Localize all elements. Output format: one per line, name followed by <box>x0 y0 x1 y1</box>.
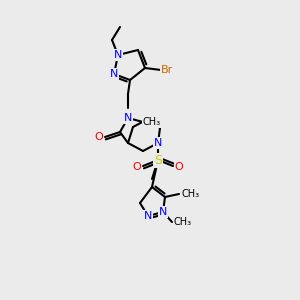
Text: O: O <box>175 162 183 172</box>
Text: O: O <box>94 132 103 142</box>
Text: Br: Br <box>161 65 173 75</box>
Text: O: O <box>133 162 141 172</box>
Text: CH₃: CH₃ <box>181 189 199 199</box>
Text: N: N <box>159 207 167 217</box>
Text: CH₃: CH₃ <box>143 117 161 127</box>
Text: CH₃: CH₃ <box>174 217 192 227</box>
Text: N: N <box>114 50 122 60</box>
Text: N: N <box>154 138 162 148</box>
Text: N: N <box>144 211 152 221</box>
Text: N: N <box>124 113 132 123</box>
Text: S: S <box>154 154 162 166</box>
Text: N: N <box>110 69 118 79</box>
